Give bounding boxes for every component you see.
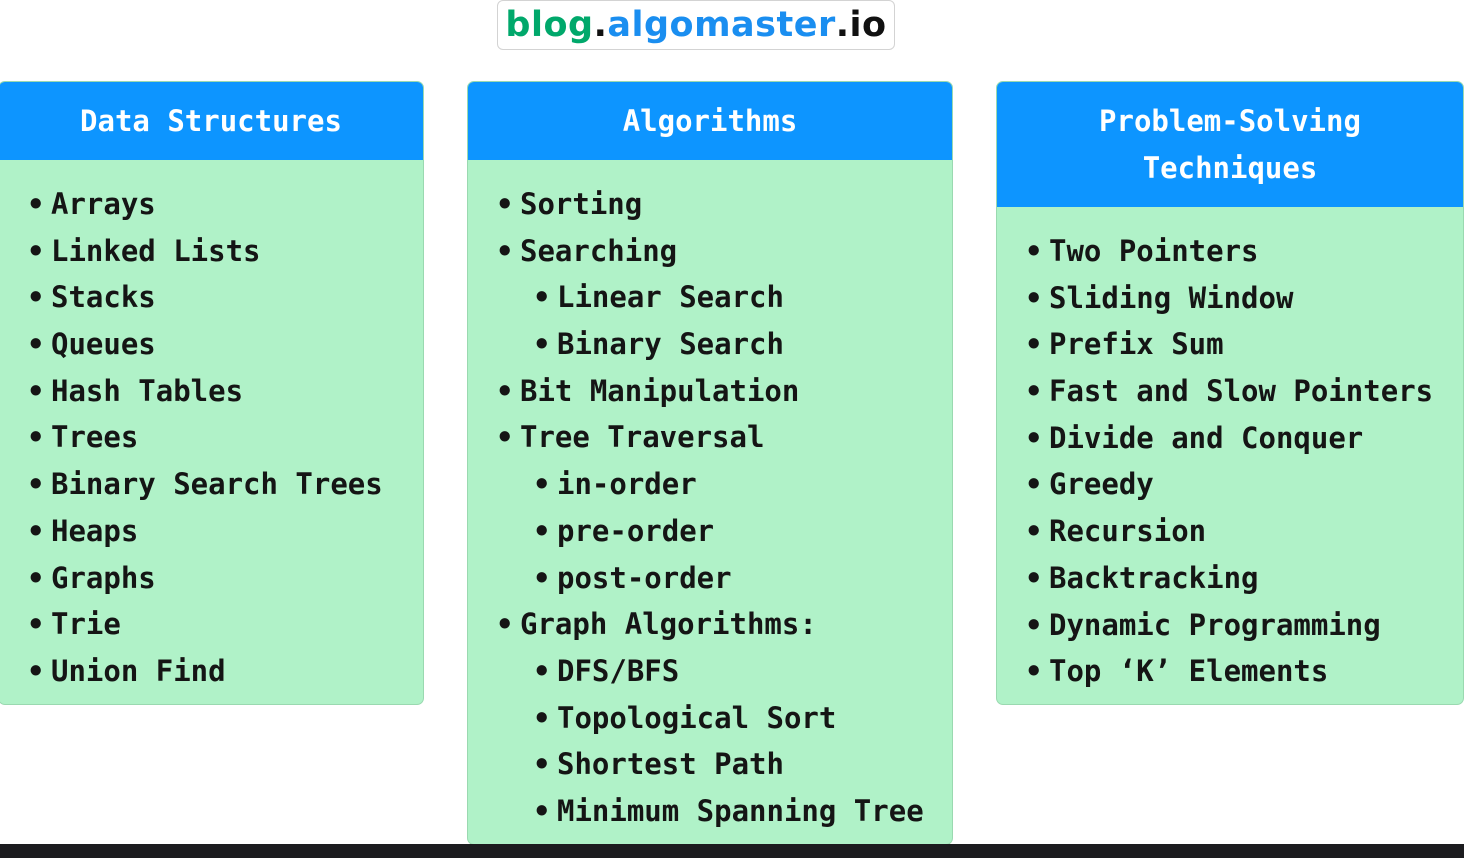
- problem-solving-card: Problem-Solving Techniques Two PointersS…: [996, 81, 1464, 705]
- bottom-bar: [0, 844, 1464, 858]
- list-item: Graphs: [0, 555, 423, 602]
- list-item: Heaps: [0, 508, 423, 555]
- data-structures-card: Data Structures ArraysLinked ListsStacks…: [0, 81, 424, 705]
- list-item: Linked Lists: [0, 228, 423, 275]
- list-item: Trie: [0, 601, 423, 648]
- list-item: Sliding Window: [997, 275, 1463, 322]
- logo-io-text: .io: [835, 5, 887, 45]
- problem-solving-list: Two PointersSliding WindowPrefix SumFast…: [997, 207, 1463, 695]
- list-item: Sorting: [468, 181, 952, 228]
- sub-list-item: Minimum Spanning Tree: [468, 788, 952, 835]
- list-item: Hash Tables: [0, 368, 423, 415]
- list-item: Dynamic Programming: [997, 602, 1463, 649]
- sub-list-item: pre-order: [468, 508, 952, 555]
- logo-blog-text: blog: [505, 5, 594, 45]
- list-item: Union Find: [0, 648, 423, 695]
- sub-list-item: Binary Search: [468, 321, 952, 368]
- list-item: Recursion: [997, 508, 1463, 555]
- list-item: Searching: [468, 228, 952, 275]
- data-structures-list: ArraysLinked ListsStacksQueuesHash Table…: [0, 160, 423, 695]
- logo-dot-text: .: [593, 5, 608, 45]
- sub-list-item: Linear Search: [468, 274, 952, 321]
- data-structures-header: Data Structures: [0, 82, 423, 160]
- list-item: Prefix Sum: [997, 321, 1463, 368]
- algorithms-list: SortingSearchingLinear SearchBinary Sear…: [468, 160, 952, 835]
- sub-list-item: in-order: [468, 461, 952, 508]
- list-item: Divide and Conquer: [997, 415, 1463, 462]
- site-logo: blog. algomaster .io: [497, 0, 895, 50]
- list-item: Trees: [0, 414, 423, 461]
- logo-algomaster-text: algomaster: [607, 5, 836, 45]
- algorithms-header: Algorithms: [468, 82, 952, 160]
- list-item: Queues: [0, 321, 423, 368]
- sub-list-item: DFS/BFS: [468, 648, 952, 695]
- list-item: Two Pointers: [997, 228, 1463, 275]
- list-item: Top ‘K’ Elements: [997, 648, 1463, 695]
- sub-list-item: post-order: [468, 555, 952, 602]
- sub-list-item: Topological Sort: [468, 695, 952, 742]
- sub-list-item: Shortest Path: [468, 741, 952, 788]
- list-item: Bit Manipulation: [468, 368, 952, 415]
- list-item: Fast and Slow Pointers: [997, 368, 1463, 415]
- problem-solving-header: Problem-Solving Techniques: [997, 82, 1463, 207]
- list-item: Tree Traversal: [468, 414, 952, 461]
- list-item: Graph Algorithms:: [468, 601, 952, 648]
- algorithms-card: Algorithms SortingSearchingLinear Search…: [467, 81, 953, 845]
- list-item: Greedy: [997, 461, 1463, 508]
- list-item: Stacks: [0, 274, 423, 321]
- list-item: Binary Search Trees: [0, 461, 423, 508]
- list-item: Backtracking: [997, 555, 1463, 602]
- list-item: Arrays: [0, 181, 423, 228]
